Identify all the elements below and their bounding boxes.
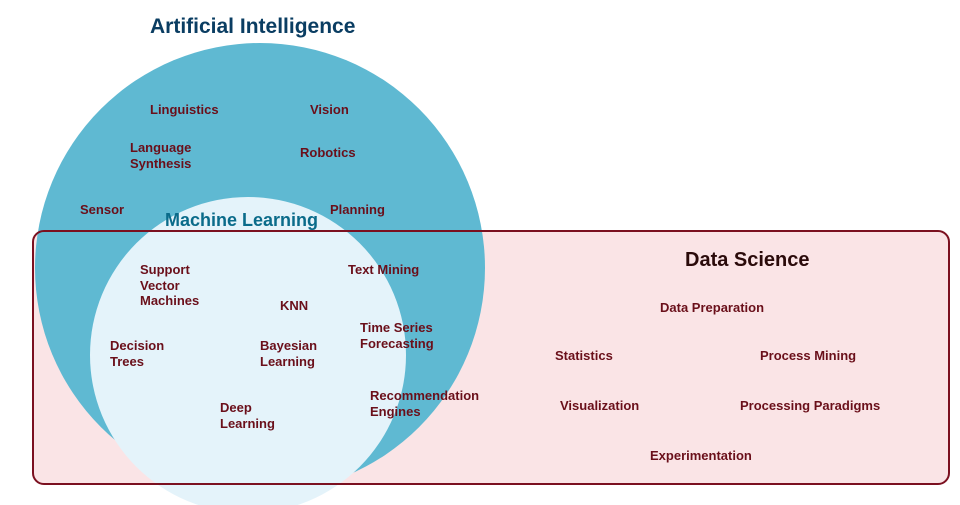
term-label: Statistics: [555, 348, 613, 364]
term-label: Processing Paradigms: [740, 398, 880, 414]
term-label: Planning: [330, 202, 385, 218]
ds-title: Data Science: [685, 248, 810, 272]
venn-stage: Artificial Intelligence Machine Learning…: [0, 0, 960, 505]
term-label: Recommendation Engines: [370, 388, 479, 419]
ml-title: Machine Learning: [165, 210, 318, 232]
term-label: Visualization: [560, 398, 639, 414]
term-label: Deep Learning: [220, 400, 275, 431]
term-label: Sensor: [80, 202, 124, 218]
term-label: Text Mining: [348, 262, 419, 278]
term-label: Data Preparation: [660, 300, 764, 316]
term-label: Process Mining: [760, 348, 856, 364]
term-label: KNN: [280, 298, 308, 314]
term-label: Time Series Forecasting: [360, 320, 434, 351]
term-label: Vision: [310, 102, 349, 118]
term-label: Language Synthesis: [130, 140, 191, 171]
term-label: Support Vector Machines: [140, 262, 199, 309]
term-label: Experimentation: [650, 448, 752, 464]
term-label: Decision Trees: [110, 338, 164, 369]
term-label: Robotics: [300, 145, 356, 161]
term-label: Linguistics: [150, 102, 219, 118]
ai-title: Artificial Intelligence: [150, 14, 355, 39]
term-label: Bayesian Learning: [260, 338, 317, 369]
